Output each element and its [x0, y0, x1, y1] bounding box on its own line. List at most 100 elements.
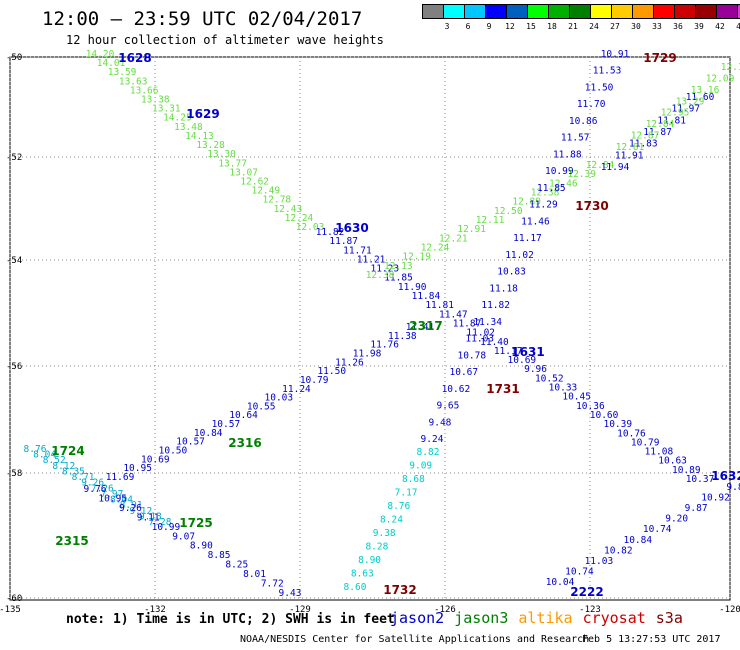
swh-value: 10.39	[603, 419, 632, 430]
swh-value: 14.01	[97, 58, 126, 69]
swh-value: 8.04	[110, 495, 133, 506]
pass-time-label: 1724	[51, 444, 84, 458]
swh-value: 10.67	[450, 367, 479, 378]
legend-label: 42	[715, 22, 725, 31]
swh-value: 9.26	[119, 503, 142, 514]
swh-value: 8.25	[225, 560, 248, 571]
swh-value: 11.98	[353, 348, 382, 359]
lat-tick-label: -52	[6, 153, 22, 163]
swh-value: 11.90	[398, 282, 427, 293]
swh-value: 9.20	[665, 514, 688, 525]
swh-value: 11.85	[537, 183, 566, 194]
swh-value: 13.29	[676, 96, 705, 107]
swh-value: 14.25	[163, 113, 192, 124]
pass-time-label: 1731	[486, 382, 519, 396]
pass-time-label: 2317	[409, 319, 442, 333]
swh-value: 12.62	[240, 176, 269, 187]
lat-tick-label: -60	[6, 594, 22, 604]
pass-time-label: 1730	[575, 199, 608, 213]
satellite-label-jason3: jason3	[454, 609, 509, 627]
legend-label: 36	[673, 22, 683, 31]
legend-swatch	[737, 4, 740, 19]
swh-value: 10.79	[300, 375, 329, 386]
satellite-label-cryosat: cryosat	[582, 609, 646, 627]
swh-value: 11.57	[561, 133, 590, 144]
swh-value: 12.18	[721, 62, 740, 73]
swh-value: 10.89	[672, 465, 701, 476]
swh-value: 12.38	[531, 188, 560, 199]
map-title: 12:00 – 23:59 UTC 02/04/2017	[42, 8, 363, 30]
swh-value: 11.29	[529, 200, 558, 211]
swh-value: 10.64	[229, 410, 258, 421]
swh-value: 8.90	[358, 555, 381, 566]
lat-tick-label: -56	[6, 362, 22, 372]
swh-value: 9.76	[84, 484, 107, 495]
swh-value: 11.26	[335, 357, 364, 368]
swh-value: 10.83	[497, 267, 526, 278]
swh-value: 13.07	[229, 167, 258, 178]
swh-value: 12.87	[631, 131, 660, 142]
swh-value: 12.39	[567, 169, 596, 180]
swh-value: 10.82	[604, 545, 633, 556]
swh-value: 11.81	[657, 115, 686, 126]
swh-value: 7.26	[91, 483, 114, 494]
pass-time-label: 1632	[711, 469, 740, 483]
swh-value: 12.89	[512, 197, 541, 208]
swh-value: 11.08	[645, 447, 674, 458]
swh-value: 12.24	[285, 213, 314, 224]
swh-value: 11.18	[489, 283, 518, 294]
swh-value: 11.82	[316, 227, 345, 238]
swh-value: 11.87	[329, 236, 358, 247]
swh-value: 9.13	[139, 511, 162, 522]
legend-label: 15	[526, 22, 536, 31]
swh-value: 11.40	[480, 337, 509, 348]
swh-value: 11.97	[672, 104, 701, 115]
swh-value: 9.8	[726, 482, 740, 493]
swh-value: 12.11	[476, 215, 505, 226]
swh-value: 10.63	[658, 456, 687, 467]
swh-value: 11.02	[466, 328, 495, 339]
legend-label: 24	[589, 22, 599, 31]
swh-value: 12.78	[263, 195, 292, 206]
swh-value: 12.81	[616, 142, 645, 153]
swh-value: 8.82	[417, 447, 440, 458]
swh-value: 11.41	[406, 322, 435, 333]
swh-value: 11.87	[643, 127, 672, 138]
swh-value: 9.12	[129, 506, 152, 517]
swh-value: 8.60	[344, 582, 367, 593]
swh-value: 13.31	[152, 104, 181, 115]
swh-value: 13.77	[218, 158, 247, 169]
lon-tick-label: -129	[289, 605, 311, 615]
legend-label: 18	[547, 22, 557, 31]
lat-tick-label: -54	[6, 256, 22, 266]
satellite-legend: jason2 jason3 altika cryosat s3a	[390, 609, 693, 627]
swh-value: 11.34	[473, 317, 502, 328]
swh-value: 8.76	[24, 444, 47, 455]
legend-label: 33	[652, 22, 662, 31]
swh-value: 12.84	[586, 160, 615, 171]
swh-value: 10.86	[569, 116, 598, 127]
swh-value: 10.76	[617, 428, 646, 439]
swh-value: 11.76	[370, 340, 399, 351]
swh-value: 8.85	[208, 550, 231, 561]
swh-value: 10.95	[98, 493, 127, 504]
swh-value: 8.90	[190, 541, 213, 552]
swh-value: 10.84	[194, 428, 223, 439]
swh-value: 10.69	[141, 454, 170, 465]
legend-label: 21	[568, 22, 578, 31]
swh-value: 10.92	[701, 493, 730, 504]
swh-value: 9.07	[172, 531, 195, 542]
swh-value: 10.74	[643, 524, 672, 535]
pass-time-label: 1630	[335, 221, 368, 235]
swh-value: 12.95	[661, 108, 690, 119]
swh-value: 10.57	[176, 437, 205, 448]
swh-value: 12.24	[421, 243, 450, 254]
pass-time-label: 2222	[570, 585, 603, 599]
pass-time-label: 1729	[643, 51, 676, 65]
swh-value: 9.24	[421, 434, 444, 445]
swh-value: 10.84	[623, 535, 652, 546]
swh-value: 11.70	[577, 99, 606, 110]
swh-value: 7.17	[395, 488, 418, 499]
swh-value: 10.60	[590, 410, 619, 421]
pass-time-label: 2316	[228, 436, 261, 450]
